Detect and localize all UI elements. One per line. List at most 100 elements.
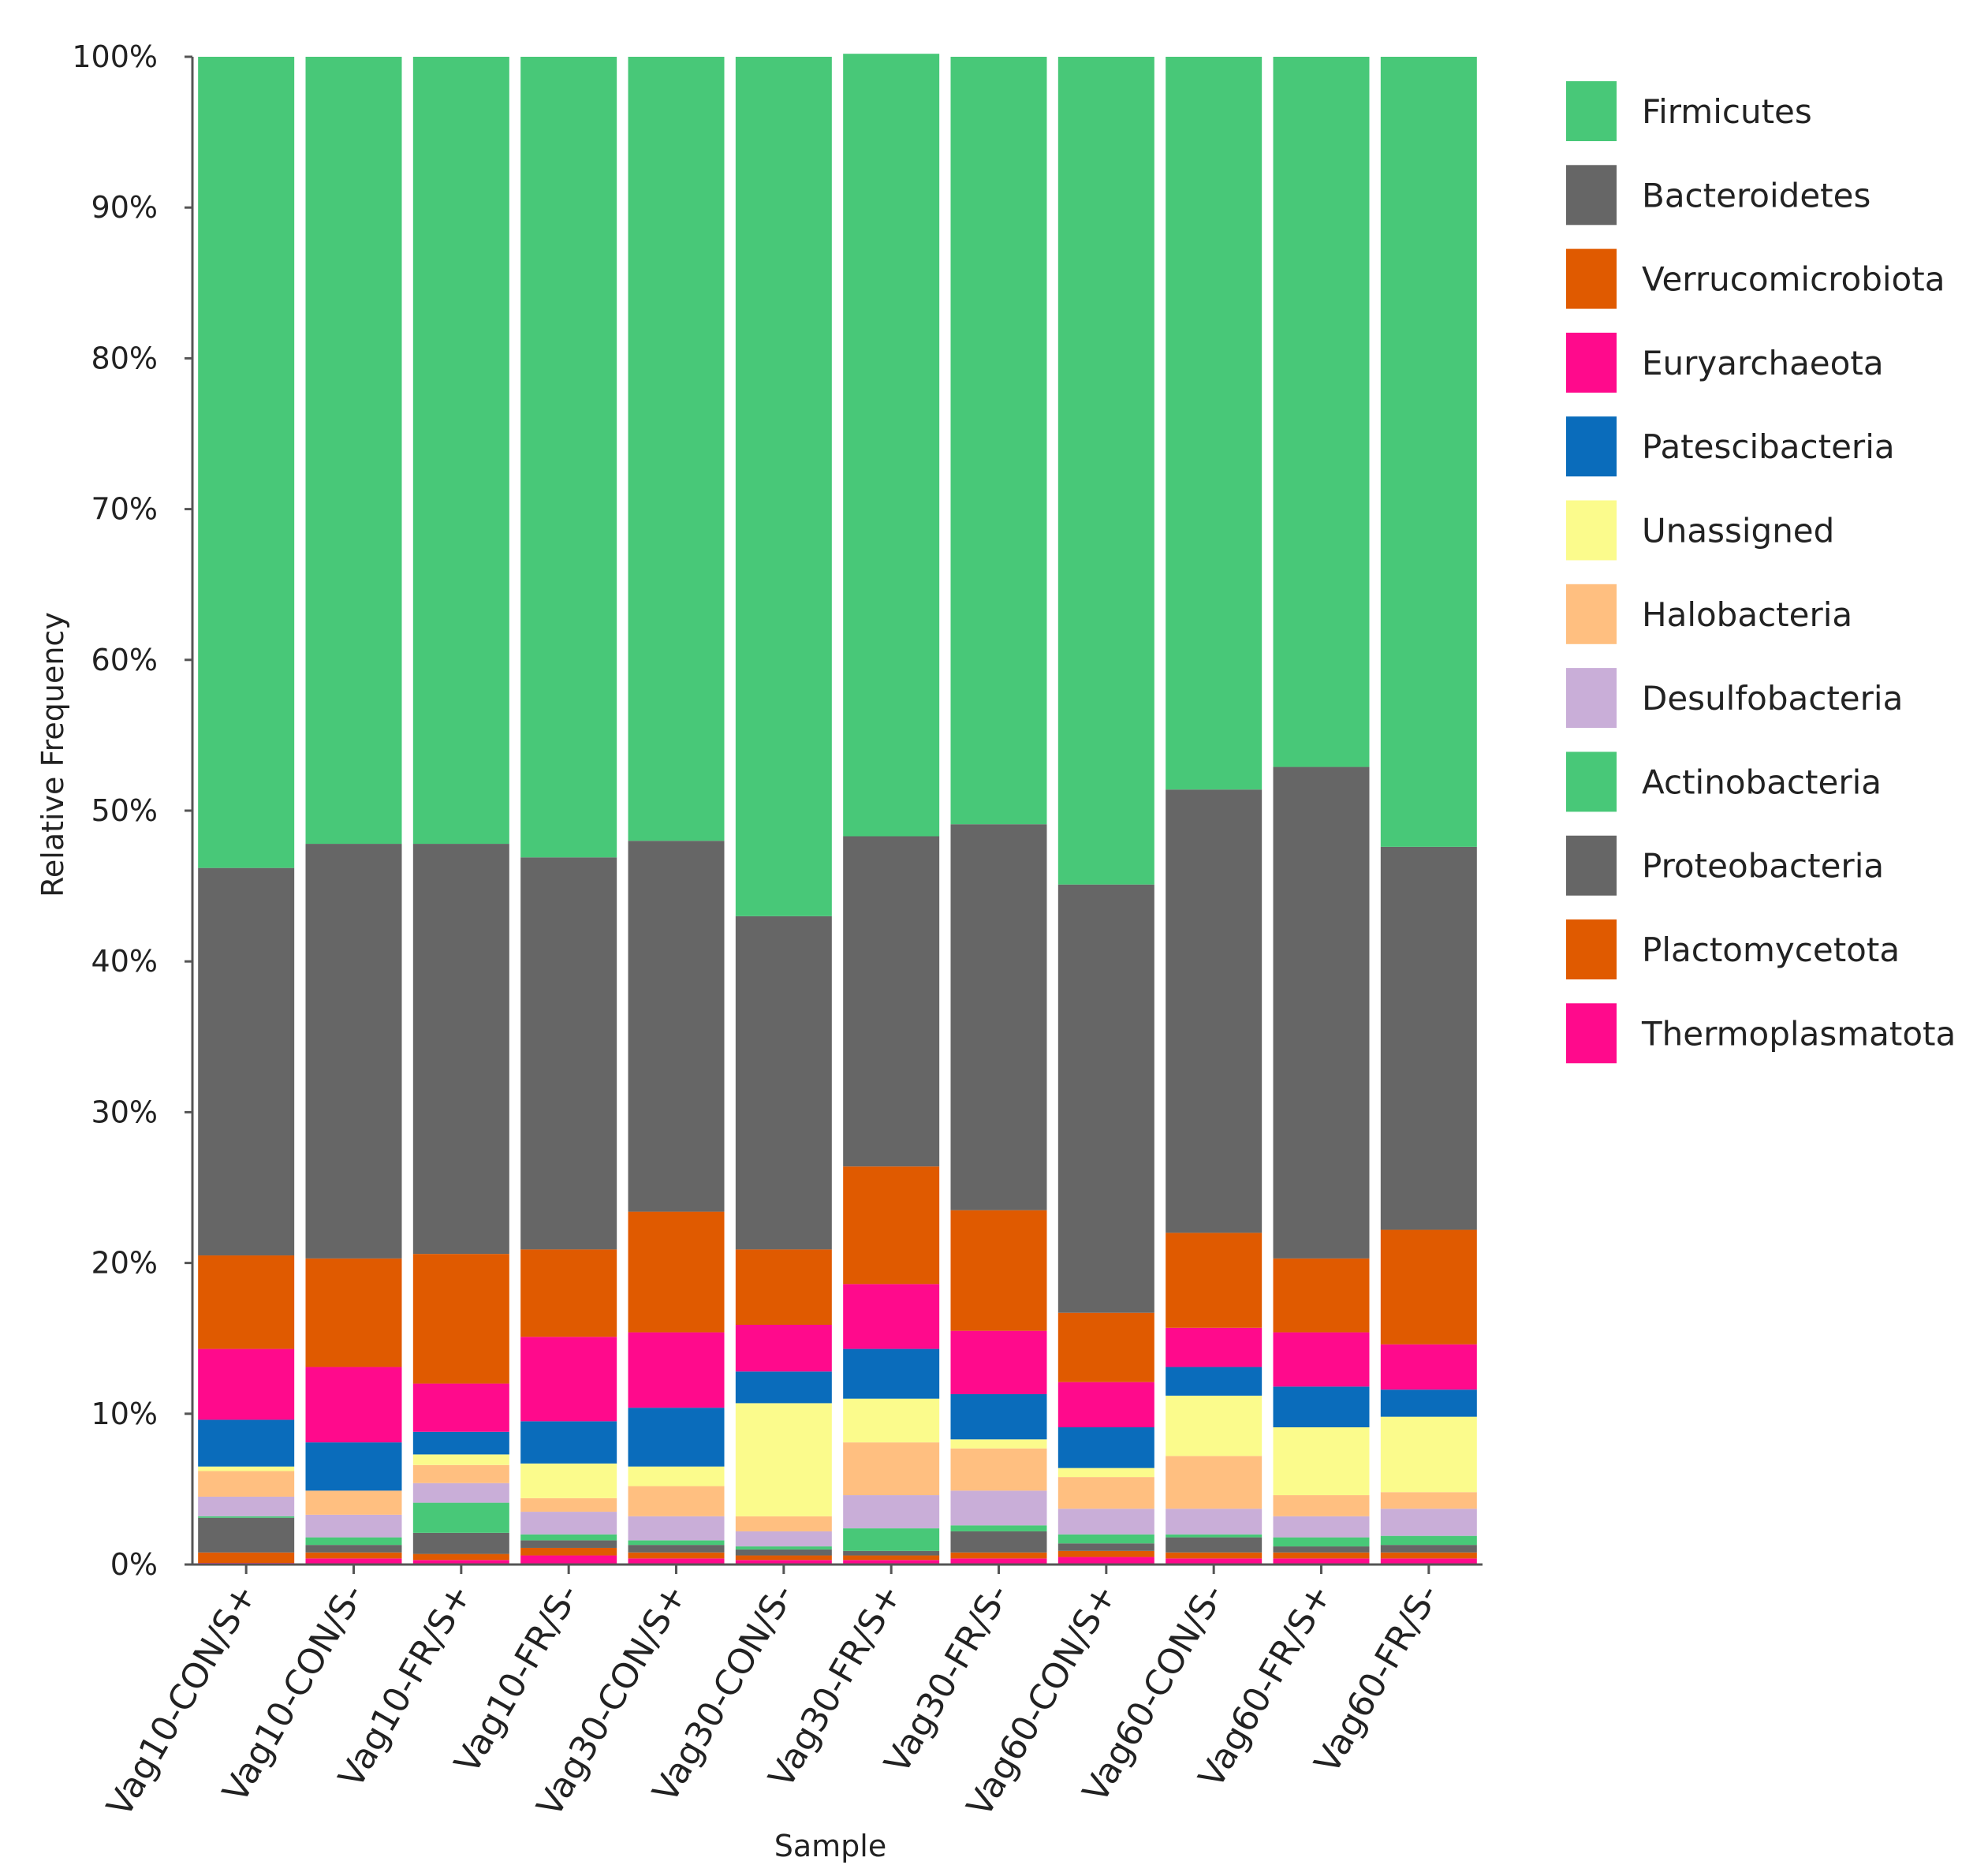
bar-segment — [843, 1528, 940, 1551]
bar-segment — [305, 1442, 402, 1491]
bar-segment — [1380, 1509, 1477, 1536]
bar-segment — [198, 867, 295, 1256]
bar-segment — [1273, 766, 1370, 1259]
bar-segment — [843, 1495, 940, 1529]
bar-segment — [735, 1324, 832, 1372]
bar-segment — [1273, 1537, 1370, 1547]
bar-segment — [198, 1255, 295, 1349]
bar-segment — [628, 1545, 725, 1553]
bar-segment — [305, 1552, 402, 1559]
y-axis-title: Relative Frequency — [35, 612, 70, 897]
bar-segment — [305, 1545, 402, 1553]
bar-segment — [950, 824, 1047, 1210]
bar-segment — [520, 1555, 617, 1565]
bar-segment — [412, 57, 509, 845]
bar-segment — [735, 1560, 832, 1565]
y-tick-label: 30% — [91, 1095, 158, 1129]
legend-swatch — [1566, 81, 1617, 141]
bar-segment — [1380, 846, 1477, 1230]
bar-segment — [628, 1332, 725, 1408]
bar-segment — [628, 1516, 725, 1541]
bar-segment — [305, 1490, 402, 1515]
legend-swatch — [1566, 500, 1617, 561]
bar-segment — [735, 1516, 832, 1531]
bar-segment — [520, 1540, 617, 1548]
bar-segment — [412, 1560, 509, 1565]
bar-segment — [412, 1553, 509, 1561]
bar-segment — [198, 1517, 295, 1553]
bar-segment — [1380, 1492, 1477, 1509]
bar-segment — [950, 1448, 1047, 1491]
bar-segment — [735, 1403, 832, 1516]
bar-segment — [1273, 1332, 1370, 1387]
bar-segment — [1380, 1389, 1477, 1417]
bar-segment — [950, 1439, 1047, 1449]
bar-segment — [198, 1471, 295, 1497]
bar-segment — [843, 1398, 940, 1443]
bar-segment — [735, 57, 832, 916]
bar-segment — [735, 1555, 832, 1561]
bar-segment — [735, 1546, 832, 1550]
y-tick-label: 70% — [91, 492, 158, 527]
bar-segment — [412, 1431, 509, 1455]
bar-segment — [412, 1254, 509, 1384]
legend-swatch — [1566, 584, 1617, 644]
bar-segment — [1166, 1537, 1263, 1553]
bar-segment — [1273, 1495, 1370, 1516]
bars-group — [198, 54, 1477, 1565]
x-axis-title: Sample — [774, 1829, 886, 1863]
bar-segment — [520, 1547, 617, 1556]
y-tick-label: 40% — [91, 944, 158, 979]
bar-segment — [305, 1537, 402, 1546]
bar-segment — [950, 1525, 1047, 1531]
bar-segment — [1166, 1395, 1263, 1456]
bar-segment — [520, 857, 617, 1250]
bar-segment — [950, 1558, 1047, 1565]
legend-swatch — [1566, 919, 1617, 979]
legend-label: Unassigned — [1642, 512, 1834, 550]
bar-segment — [1057, 1557, 1154, 1565]
bar-segment — [1166, 1367, 1263, 1396]
bar-segment — [520, 1421, 617, 1464]
bar-segment — [1273, 1546, 1370, 1553]
bar-segment — [198, 1516, 295, 1518]
bar-segment — [628, 1408, 725, 1467]
bar-segment — [1166, 1552, 1263, 1559]
bar-segment — [735, 1531, 832, 1547]
bar-segment — [628, 57, 725, 841]
bar-segment — [1273, 1386, 1370, 1427]
bar-segment — [1273, 1552, 1370, 1559]
bar-segment — [520, 1337, 617, 1422]
bar-segment — [198, 1552, 295, 1564]
bar-segment — [1380, 1552, 1477, 1559]
y-tick-label: 20% — [91, 1246, 158, 1281]
bar-segment — [1273, 1427, 1370, 1496]
bar-segment — [1057, 1550, 1154, 1557]
bar-segment — [198, 1419, 295, 1467]
legend-swatch — [1566, 752, 1617, 812]
bar-segment — [1057, 1543, 1154, 1551]
bar-segment — [1166, 1233, 1263, 1328]
bar-segment — [1057, 884, 1154, 1313]
bar-segment — [520, 1512, 617, 1535]
legend-swatch — [1566, 416, 1617, 477]
legend-label: Halobacteria — [1642, 595, 1852, 634]
bar-segment — [950, 1552, 1047, 1559]
bar-segment — [1380, 57, 1477, 847]
bar-segment — [305, 57, 402, 845]
bar-segment — [1057, 1534, 1154, 1544]
bar-segment — [843, 1166, 940, 1285]
bar-segment — [843, 1348, 940, 1399]
bar-segment — [950, 1393, 1047, 1440]
bar-segment — [198, 1348, 295, 1420]
bar-segment — [520, 1534, 617, 1541]
bar-segment — [628, 1466, 725, 1486]
bar-segment — [950, 1490, 1047, 1526]
bar-segment — [950, 1330, 1047, 1394]
bar-segment — [520, 1497, 617, 1512]
bar-segment — [628, 841, 725, 1212]
bar-segment — [412, 844, 509, 1255]
bar-segment — [305, 1258, 402, 1367]
bar-segment — [735, 1371, 832, 1404]
